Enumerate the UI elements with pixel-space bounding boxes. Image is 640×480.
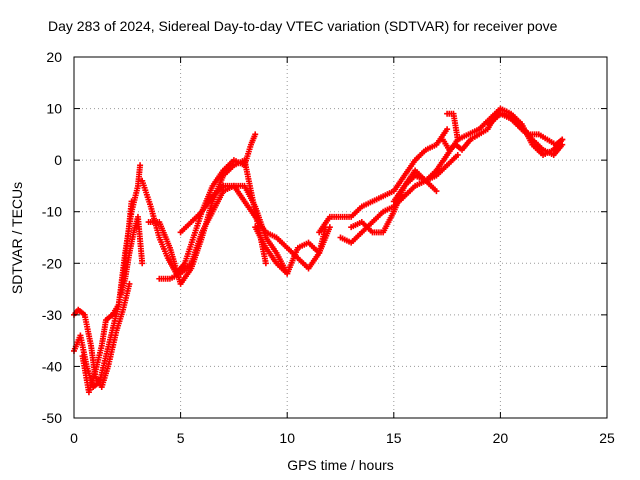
data-point-track-13 xyxy=(454,151,461,158)
grid-lines xyxy=(74,57,607,418)
data-points xyxy=(71,105,566,396)
plot-frame xyxy=(73,56,608,419)
y-axis-label: SDTVAR / TECUs xyxy=(9,181,25,295)
data-point-track-16 xyxy=(559,141,566,148)
chart-title: Day 283 of 2024, Sidereal Day-to-day VTE… xyxy=(48,18,558,34)
y-tick-label: 10 xyxy=(46,101,62,117)
x-tick-label: 20 xyxy=(493,430,509,446)
y-tick-label: -40 xyxy=(42,358,62,374)
data-point-track-5 xyxy=(252,131,259,138)
data-point-track-10 xyxy=(444,126,451,133)
x-tick-label: 15 xyxy=(386,430,402,446)
x-tick-label: 0 xyxy=(70,430,78,446)
data-point-track-2 xyxy=(126,280,133,287)
x-tick-label: 10 xyxy=(279,430,295,446)
axis-ticks xyxy=(73,56,608,419)
y-tick-label: -20 xyxy=(42,255,62,271)
y-tick-label: 20 xyxy=(46,49,62,65)
data-point-track-6 xyxy=(262,260,269,267)
y-tick-label: -50 xyxy=(42,410,62,426)
data-point-track-15 xyxy=(559,136,566,143)
data-point-track-12 xyxy=(433,188,440,195)
y-tick-label: -30 xyxy=(42,307,62,323)
x-tick-label: 5 xyxy=(177,430,185,446)
x-tick-labels: 0 5 10 15 20 25 xyxy=(70,430,615,446)
x-tick-label: 25 xyxy=(599,430,615,446)
y-tick-label: -10 xyxy=(42,204,62,220)
data-point-track-3 xyxy=(137,162,144,169)
y-tick-label: 0 xyxy=(54,152,62,168)
y-tick-labels: -50 -40 -30 -20 -10 0 10 20 xyxy=(42,49,62,426)
data-point-track-4 xyxy=(139,260,146,267)
x-axis-label: GPS time / hours xyxy=(287,457,394,473)
data-point-track-9 xyxy=(326,224,333,231)
